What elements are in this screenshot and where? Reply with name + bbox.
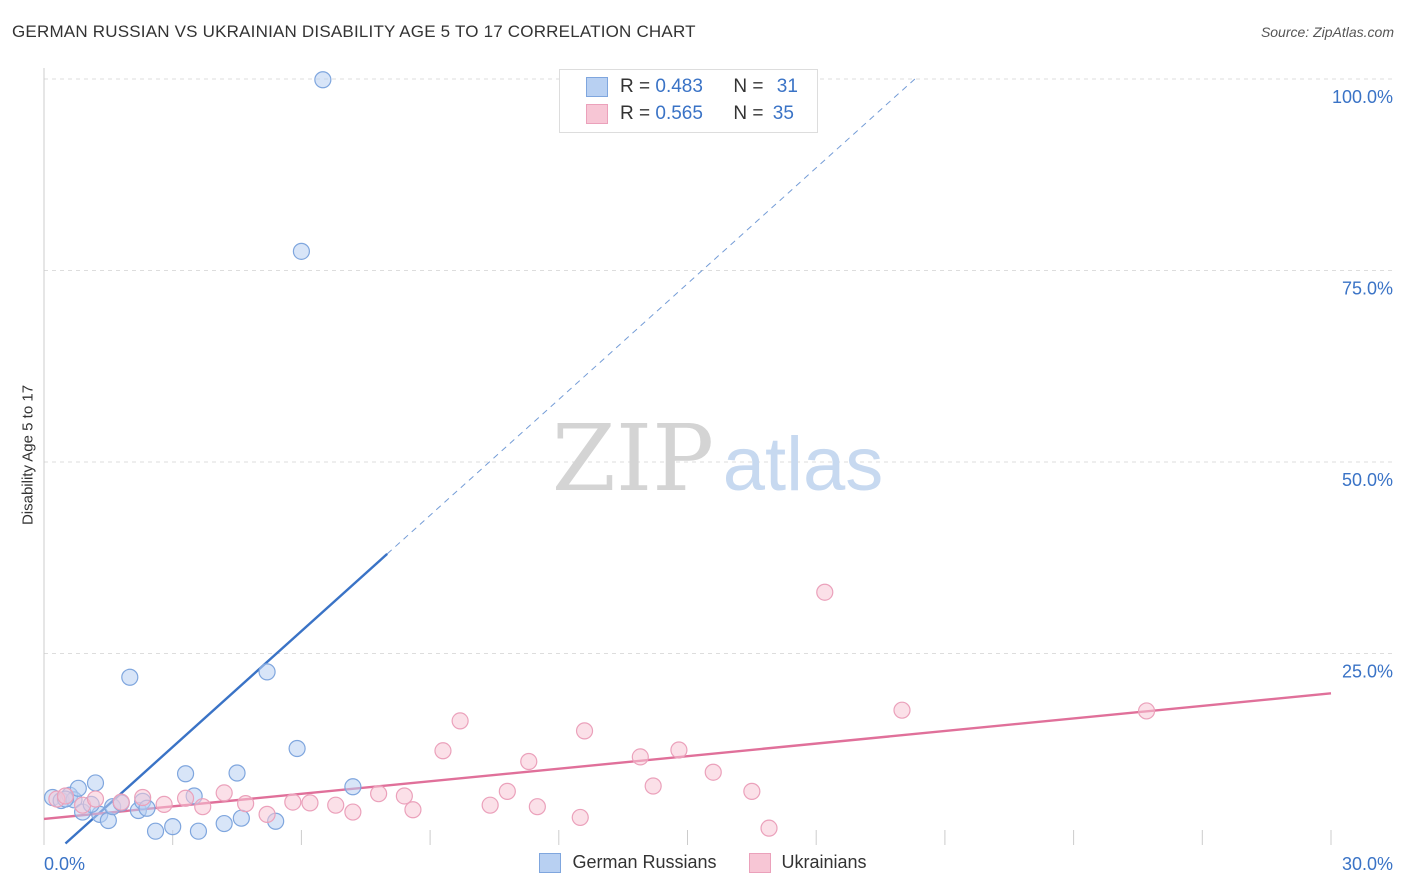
german-russians-point (121, 668, 139, 686)
ukrainians-point (434, 742, 452, 760)
x-tick-label: 30.0% (1342, 854, 1393, 874)
x-tick-label: 0.0% (44, 854, 85, 874)
ukrainians-point (704, 763, 722, 781)
ukrainians-point (56, 787, 75, 805)
german-russians-point (232, 809, 250, 827)
points-layer (43, 71, 1156, 840)
ukrainians-point (743, 782, 761, 800)
german-russians-point (146, 822, 165, 840)
german-russians-point (215, 814, 233, 833)
ukrainians-point (670, 741, 688, 759)
ukrainians-point (215, 784, 233, 802)
ukrainians-point (571, 808, 589, 827)
ukrainians-point (194, 798, 212, 816)
ukrainians-point (481, 796, 499, 814)
german-russians-point (176, 765, 195, 783)
german-russians-point (288, 739, 306, 758)
german-russians-swatch (539, 852, 562, 873)
legend-r-value: 0.565 (655, 103, 703, 124)
ukrainians-point (520, 752, 538, 771)
german-russians-point (258, 663, 276, 681)
ukrainians-point (760, 819, 778, 837)
ukrainians-point (498, 782, 516, 800)
ukrainians-point (284, 793, 302, 811)
legend-swatch-blue (586, 77, 608, 97)
ukrainians-point (575, 722, 594, 740)
watermark-atlas: atlas (723, 422, 884, 507)
ukrainians-trendline (43, 692, 1332, 821)
german-russians-point (189, 822, 208, 840)
ukrainians-point (1137, 702, 1156, 720)
stats-legend: R = 0.483 N = 31 R = 0.565 N = 35 (559, 69, 818, 133)
ukrainians-point (451, 712, 469, 730)
source-label: Source: ZipAtlas.com (1260, 24, 1394, 40)
german-russians-point (164, 818, 182, 836)
tick-label-layer: 25.0% 50.0% 75.0% 100.0% 0.0% 30.0% (44, 87, 1393, 874)
ukrainians-point (631, 748, 649, 766)
legend-n-label: N = (733, 76, 764, 97)
y-tick-label: 75.0% (1342, 279, 1393, 299)
y-tick-label: 50.0% (1342, 470, 1393, 490)
ukrainians-point (176, 789, 195, 807)
legend-row-ukrainians: R = 0.565 N = 35 (586, 102, 794, 126)
ukrainians-point (370, 785, 388, 803)
legend-n-value: 31 (776, 76, 798, 97)
german-russians-point (292, 242, 310, 260)
ukrainians-point (528, 798, 546, 816)
series-legend-ukrainians[interactable]: Ukrainians (748, 852, 867, 873)
watermark: ZIP atlas (552, 405, 883, 512)
chart-title: GERMAN RUSSIAN VS UKRAINIAN DISABILITY A… (12, 22, 696, 41)
legend-n-value: 35 (772, 103, 794, 124)
german-russians-point (314, 71, 332, 89)
german-russians-point (86, 774, 105, 792)
y-tick-label: 100.0% (1332, 87, 1393, 107)
german-russians-trendline-extension (386, 78, 916, 555)
ukrainians-point (644, 777, 662, 795)
ukrainians-point (344, 803, 362, 821)
ukrainians-point (258, 805, 276, 823)
ukrainians-point (155, 795, 173, 814)
legend-swatch-pink (586, 104, 608, 124)
ukrainians-point (237, 795, 255, 813)
ukrainians-point (301, 794, 319, 812)
y-tick-label: 25.0% (1342, 662, 1393, 682)
series-legend-german-russians[interactable]: German Russians (539, 852, 717, 873)
series-legend: German Russians Ukrainians (0, 852, 1406, 873)
german-russians-point (69, 779, 87, 797)
german-russians-label: German Russians (572, 852, 717, 872)
legend-r-label: R = (620, 103, 651, 124)
ukrainians-point (327, 796, 345, 814)
ukrainians-point (893, 701, 911, 719)
legend-n-label: N = (733, 103, 764, 124)
german-russians-point (344, 778, 362, 796)
ukrainians-label: Ukrainians (781, 852, 867, 872)
ukrainians-point (816, 583, 834, 601)
axis-layer (43, 68, 1332, 845)
german-russians-point (228, 764, 246, 782)
legend-r-label: R = (620, 76, 651, 97)
ukrainians-point (395, 787, 413, 805)
ukrainians-point (86, 790, 105, 808)
ukrainians-point (404, 801, 422, 819)
legend-r-value: 0.483 (655, 76, 703, 97)
ukrainians-swatch (748, 852, 771, 873)
ukrainians-point (134, 788, 152, 807)
grid-layer (44, 78, 1393, 654)
ukrainians-point (112, 793, 130, 811)
watermark-zip: ZIP (552, 405, 714, 512)
legend-row-german-russians: R = 0.483 N = 31 (586, 75, 798, 99)
